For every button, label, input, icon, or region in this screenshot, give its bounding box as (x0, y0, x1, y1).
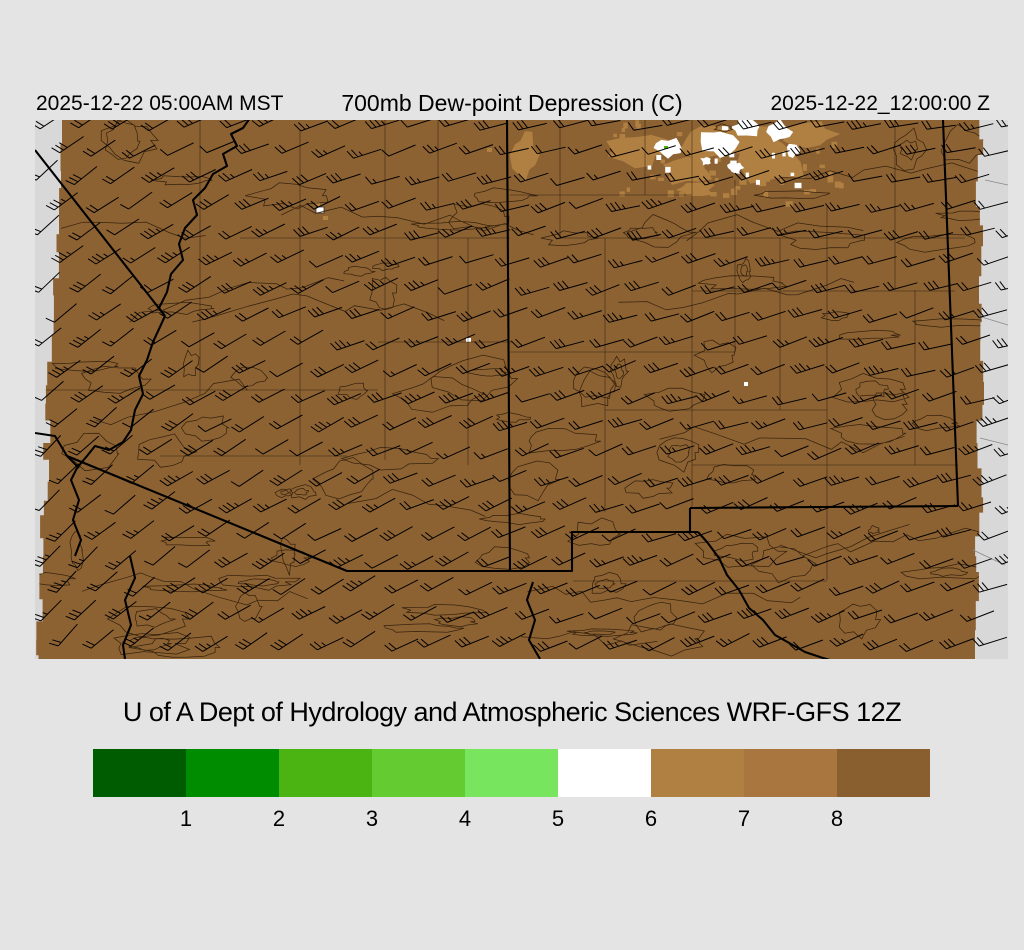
color-scale-segment (372, 749, 465, 797)
color-scale-tick-label: 1 (179, 806, 193, 831)
valid-timestamp: 2025-12-22_12:00:00 Z (770, 92, 990, 115)
color-scale-segment (651, 749, 744, 797)
color-scale: 1 2 3 4 5 6 7 8 (93, 749, 930, 839)
color-scale-segment (558, 749, 651, 797)
color-scale-segment (744, 749, 837, 797)
color-scale-bar (93, 749, 930, 797)
color-scale-segment (93, 749, 186, 797)
color-scale-segment (465, 749, 558, 797)
color-scale-tick-label: 8 (830, 806, 844, 831)
page-title: 700mb Dew-point Depression (C) (341, 90, 683, 116)
forecast-map (35, 120, 1008, 659)
color-scale-tick-label: 4 (458, 806, 472, 831)
init-timestamp: 2025-12-22 05:00AM MST (36, 92, 284, 115)
color-scale-tick-label: 5 (551, 806, 565, 831)
color-scale-tick-label: 6 (644, 806, 658, 831)
color-scale-segment (837, 749, 930, 797)
color-scale-tick-label: 2 (272, 806, 286, 831)
map-caption: U of A Dept of Hydrology and Atmospheric… (122, 697, 902, 727)
color-scale-tick-label: 7 (737, 806, 751, 831)
color-scale-segment (279, 749, 372, 797)
color-scale-segment (186, 749, 279, 797)
color-scale-tick-label: 3 (365, 806, 379, 831)
